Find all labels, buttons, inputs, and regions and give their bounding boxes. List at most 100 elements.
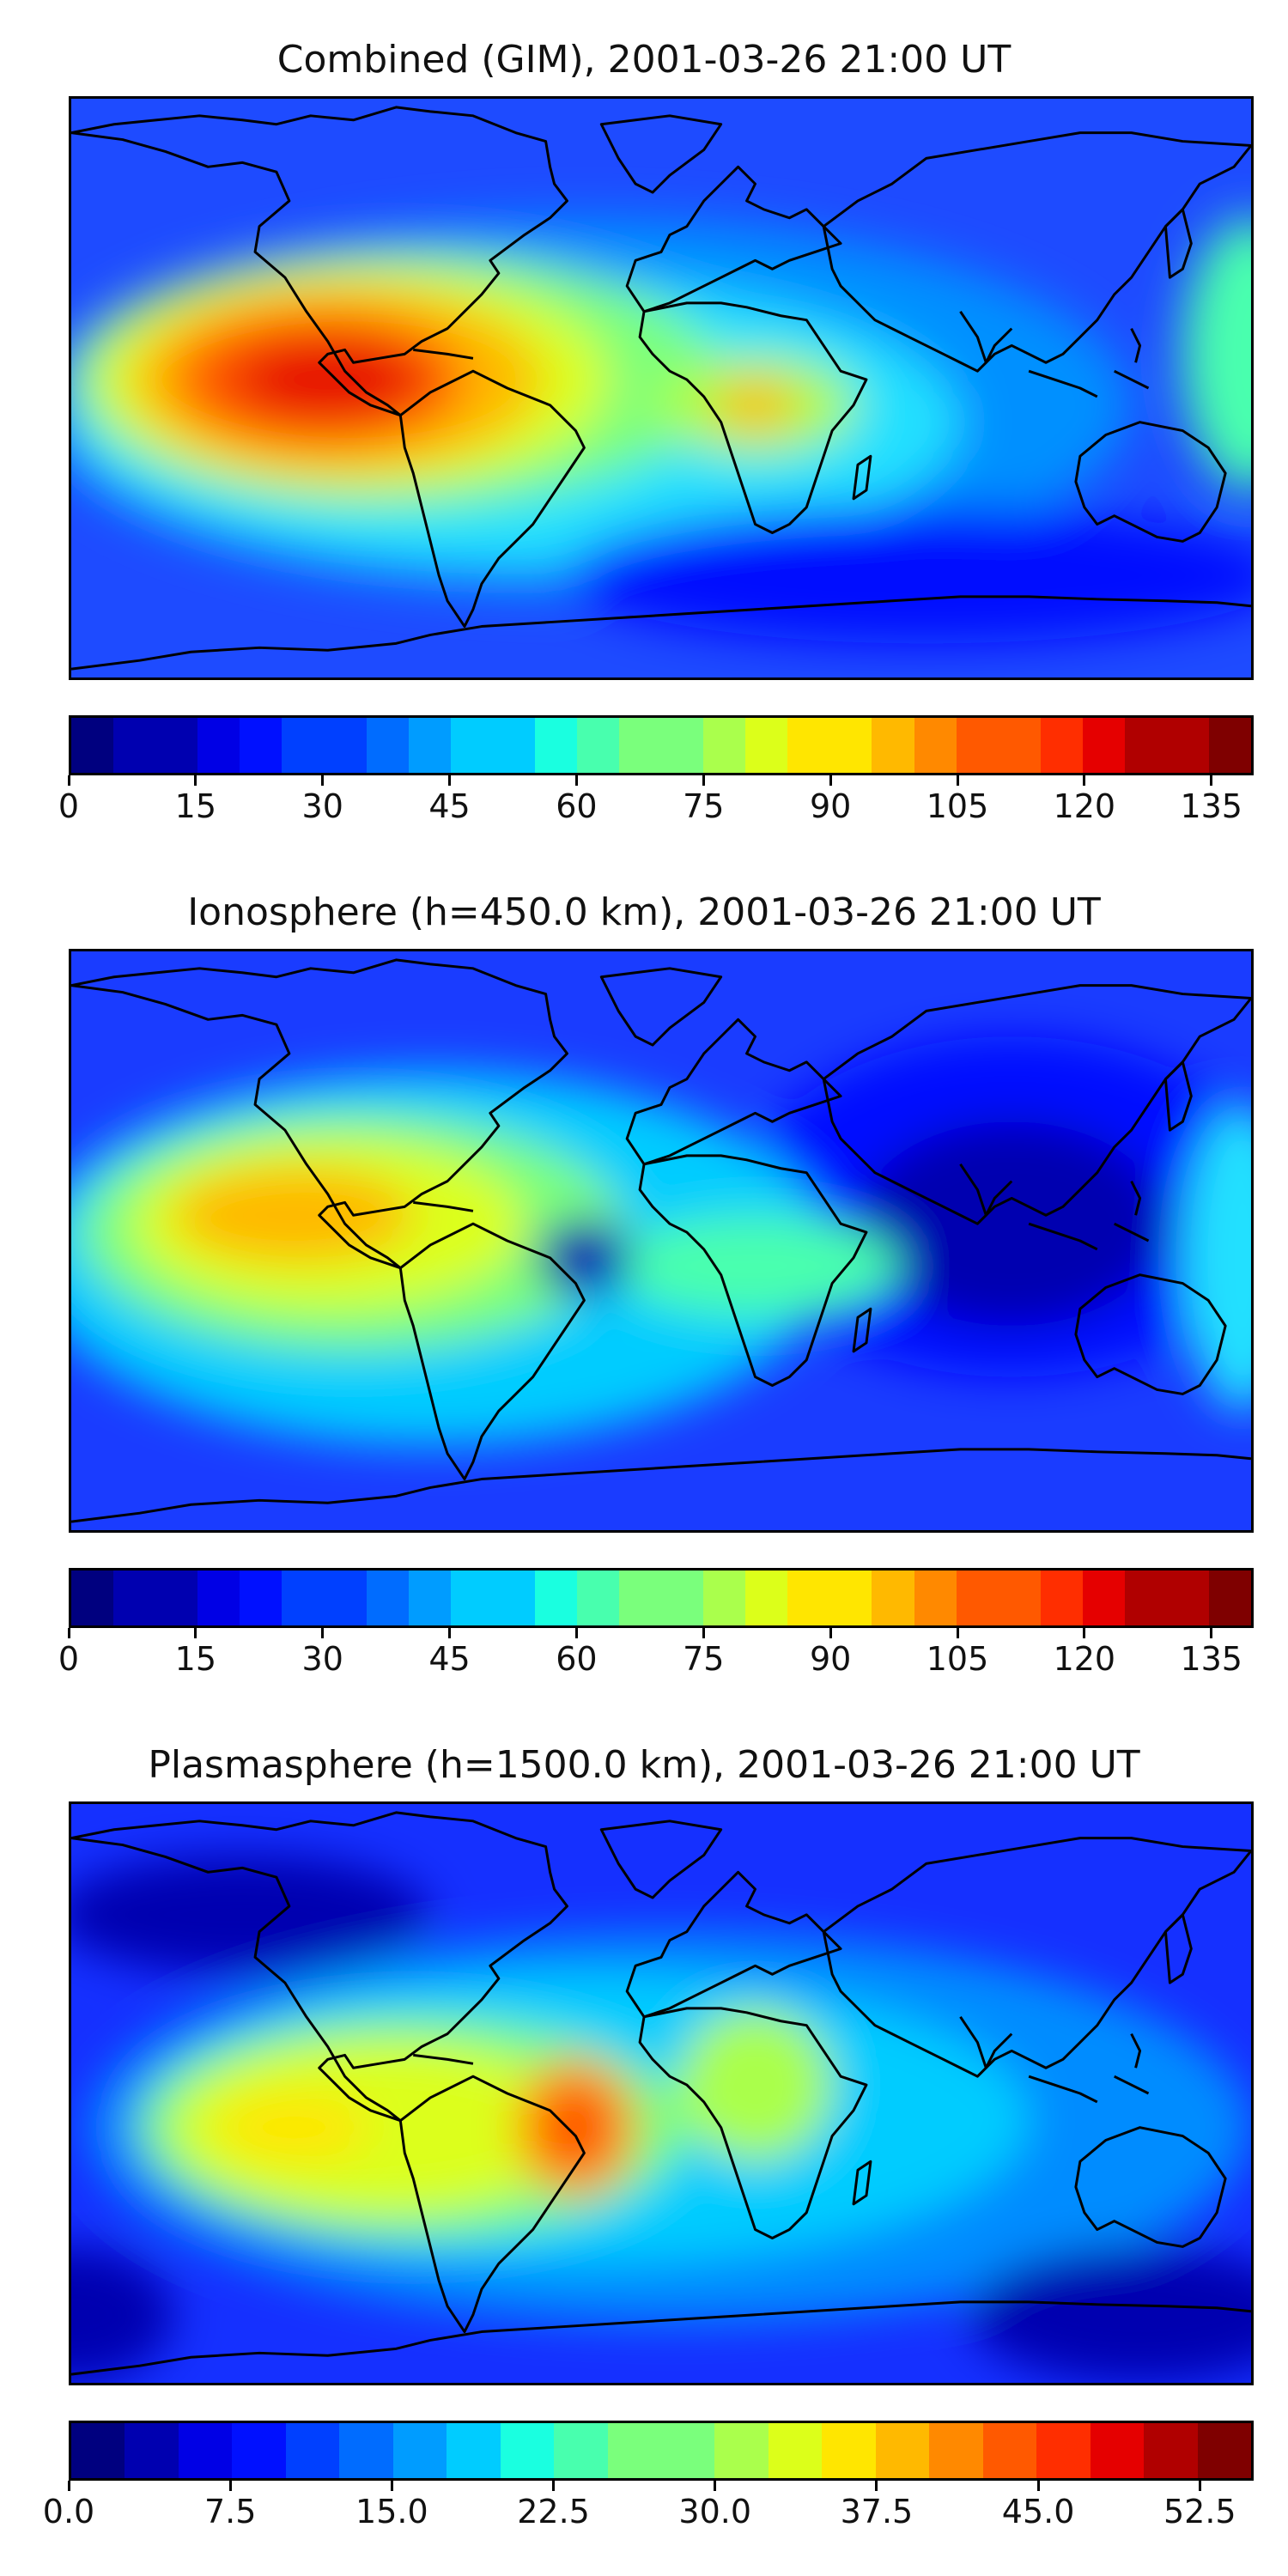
field-region	[1182, 1104, 1251, 1412]
colorbar-segment	[113, 718, 156, 773]
colorbar-segment	[956, 1571, 999, 1625]
colorbar-segment	[872, 1571, 914, 1625]
colorbar-segment	[155, 1571, 198, 1625]
colorbar-segment	[703, 1571, 746, 1625]
colorbar-segment	[929, 2423, 983, 2478]
colorbar-segment	[829, 718, 872, 773]
colorbar-segment	[450, 718, 493, 773]
colorbar-segment	[71, 718, 114, 773]
colorbar-segment	[745, 1571, 788, 1625]
tick-label: 120	[1053, 787, 1116, 825]
colorbar-segment	[366, 718, 409, 773]
tec-map-combined	[69, 96, 1254, 680]
panel-title: Ionosphere (h=450.0 km), 2001-03-26 21:0…	[187, 890, 1101, 934]
tick-mark	[1083, 775, 1086, 786]
field-region	[550, 2097, 602, 2158]
colorbar-segment	[71, 2423, 125, 2478]
colorbar-segment	[534, 1571, 577, 1625]
colorbar-segment	[1124, 718, 1168, 773]
colorbar-segment	[1197, 2423, 1251, 2478]
colorbar-segment	[366, 1571, 409, 1625]
tick-label: 90	[809, 787, 852, 825]
field-region	[712, 380, 799, 431]
colorbar-segment	[450, 1571, 493, 1625]
field-region	[173, 2042, 585, 2213]
tick-mark	[1083, 1628, 1086, 1638]
colorbar-segment	[703, 718, 746, 773]
colorbar-segment	[661, 1571, 704, 1625]
colorbar	[69, 715, 1254, 775]
field-region	[610, 1215, 901, 1318]
tick-mark	[228, 2481, 232, 2491]
tick-mark	[956, 775, 959, 786]
tick-mark	[1198, 2481, 1201, 2491]
tick-mark	[956, 1628, 959, 1638]
tick-mark	[702, 775, 705, 786]
tick-label: 22.5	[517, 2493, 590, 2530]
colorbar-segment	[619, 1571, 662, 1625]
colorbar-segment	[285, 2423, 340, 2478]
colorbar-ticks: 0 15 30 45 60 75 90 105 120 135	[58, 775, 1254, 827]
field-region	[1182, 217, 1251, 490]
tick-mark	[829, 1628, 832, 1638]
colorbar-segment	[714, 2423, 769, 2478]
colorbar-segment	[408, 718, 451, 773]
tick-label: 135	[1180, 787, 1242, 825]
colorbar-segment	[829, 1571, 872, 1625]
tick-label: 45.0	[1001, 2493, 1075, 2530]
colorbar-segment	[787, 1571, 830, 1625]
colorbar-segment	[1124, 1571, 1168, 1625]
field-region	[858, 1121, 1166, 1327]
colorbar-segment	[787, 718, 830, 773]
tick-mark	[321, 775, 325, 786]
tick-mark	[1210, 775, 1213, 786]
tec-map-ionosphere	[69, 949, 1254, 1533]
colorbar-segment	[240, 1571, 283, 1625]
colorbar-segment	[914, 718, 957, 773]
colorbar-segment	[408, 1571, 451, 1625]
colorbar-segment	[500, 2423, 555, 2478]
colorbar-segment	[660, 2423, 715, 2478]
field-region	[216, 2093, 371, 2162]
tick-label: 60	[556, 787, 598, 825]
tick-label: 15	[174, 1640, 217, 1678]
colorbar-segment	[339, 2423, 393, 2478]
colorbar-segment	[155, 718, 198, 773]
tick-mark	[829, 775, 832, 786]
tick-label: 75	[683, 787, 725, 825]
field-region	[71, 2246, 174, 2383]
colorbar-segment	[1209, 718, 1251, 773]
tick-label: 45	[428, 787, 471, 825]
tick-label: 45	[428, 1640, 471, 1678]
colorbar	[69, 2421, 1254, 2481]
tick-label: 15.0	[355, 2493, 428, 2530]
tick-mark	[67, 1628, 70, 1638]
colorbar-segment	[554, 2423, 608, 2478]
colorbar-segment	[534, 718, 577, 773]
field-region	[173, 1168, 414, 1262]
field-plot	[71, 951, 1251, 1530]
field-plot	[71, 1804, 1251, 2383]
tick-label: 90	[809, 1640, 852, 1678]
tick-label: 0.0	[42, 2493, 95, 2530]
colorbar-segment	[492, 1571, 535, 1625]
colorbar-segment	[914, 1571, 957, 1625]
tick-mark	[194, 775, 197, 786]
colorbar-segment	[1036, 2423, 1091, 2478]
tick-label: 7.5	[204, 2493, 257, 2530]
colorbar-segment	[197, 718, 240, 773]
tick-mark	[875, 2481, 878, 2491]
colorbar-segment	[282, 718, 325, 773]
colorbar-segment	[232, 2423, 286, 2478]
colorbar-segment	[1167, 718, 1210, 773]
colorbar-segment	[607, 2423, 661, 2478]
tick-mark	[67, 775, 70, 786]
colorbar-segment	[492, 718, 535, 773]
tick-mark	[448, 775, 452, 786]
colorbar-segment	[576, 1571, 620, 1625]
tick-mark	[448, 1628, 452, 1638]
colorbar-segment	[1082, 718, 1125, 773]
tick-mark	[714, 2481, 717, 2491]
field-region	[71, 1855, 431, 1975]
colorbar-ticks: 0 15 30 45 60 75 90 105 120 135	[58, 1628, 1254, 1680]
